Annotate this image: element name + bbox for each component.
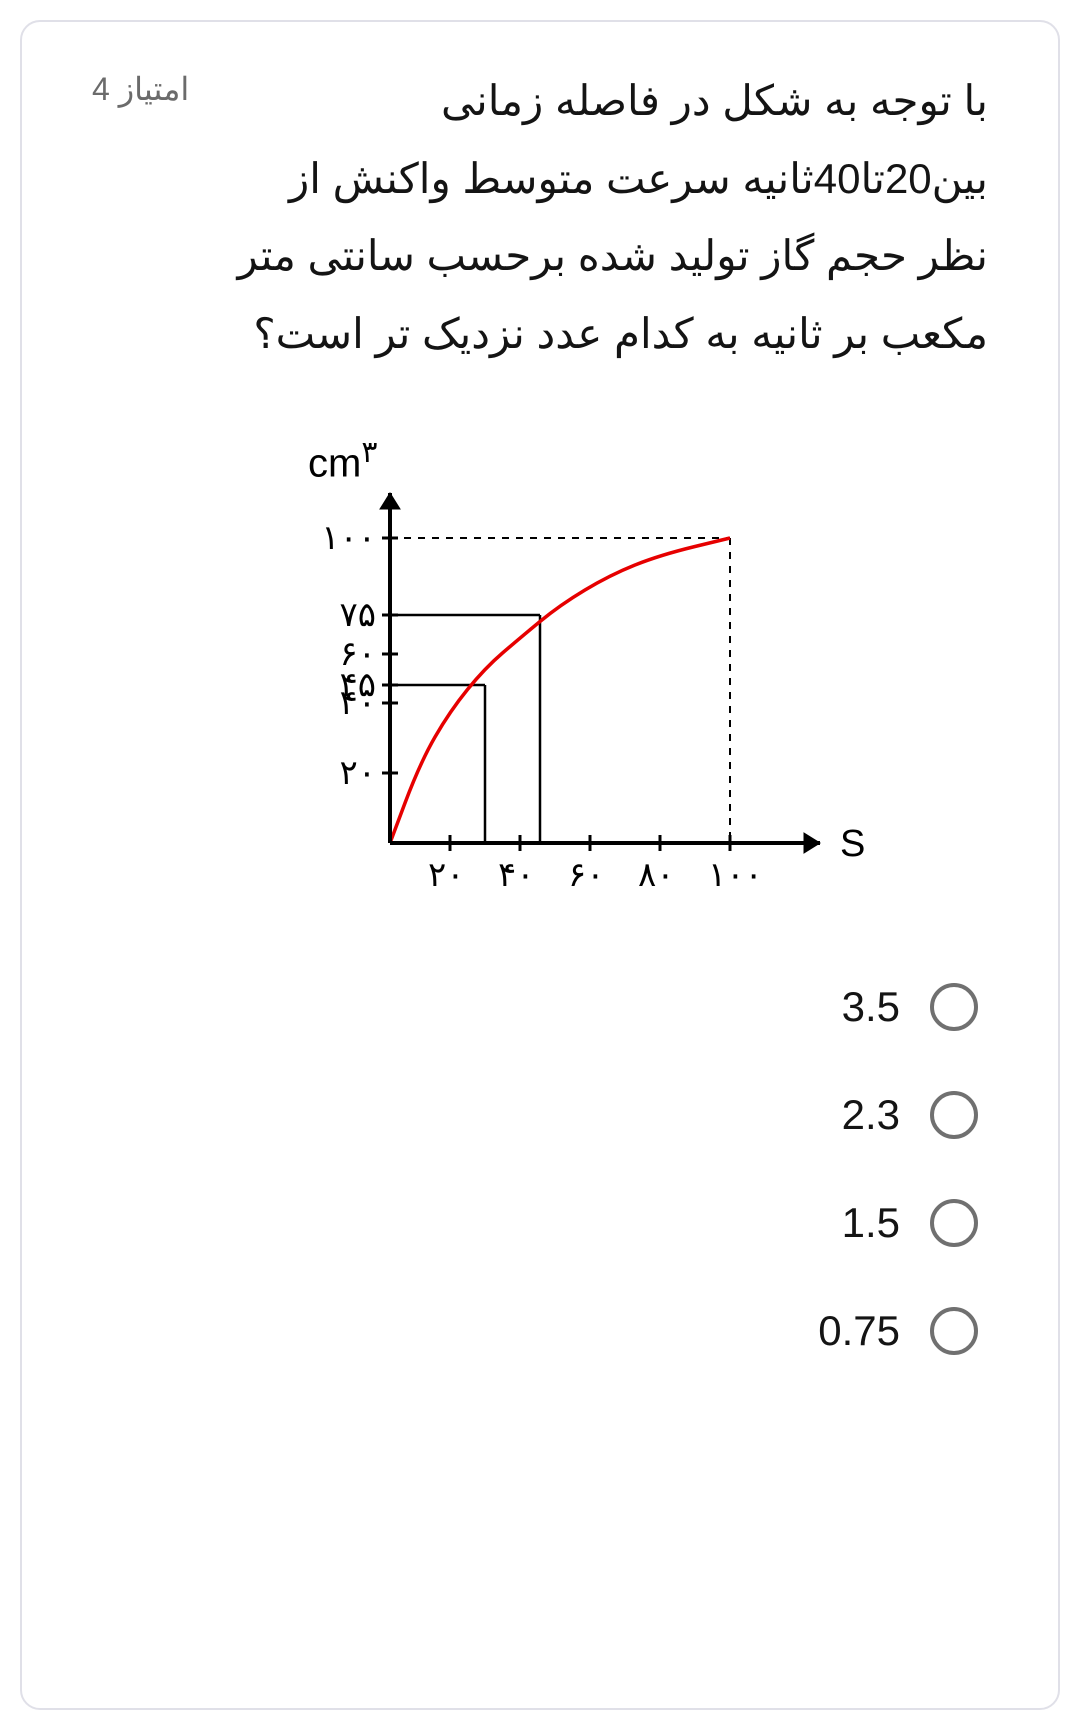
options-list: 3.5 2.3 1.5 0.75 <box>92 983 988 1355</box>
x-axis-unit: S <box>840 823 865 866</box>
radio-icon[interactable] <box>930 983 978 1031</box>
option-3.5[interactable]: 3.5 <box>842 983 978 1031</box>
x-tick-label: ۱۰۰ <box>708 855 763 895</box>
chart-container: cm۳S۲۰۴۰۴۵۶۰۷۵۱۰۰۲۰۴۰۶۰۸۰۱۰۰ <box>92 443 988 903</box>
question-text: با توجه به شکل در فاصله زمانی بین20تا40ث… <box>219 62 988 373</box>
option-label: 3.5 <box>842 983 900 1031</box>
y-tick-label: ۱۰۰ <box>321 518 376 558</box>
question-card: 4 امتیاز با توجه به شکل در فاصله زمانی ب… <box>20 20 1060 1710</box>
x-tick-label: ۴۰ <box>498 855 535 895</box>
radio-icon[interactable] <box>930 1199 978 1247</box>
radio-icon[interactable] <box>930 1307 978 1355</box>
option-1.5[interactable]: 1.5 <box>842 1199 978 1247</box>
option-0.75[interactable]: 0.75 <box>818 1307 978 1355</box>
x-tick-label: ۶۰ <box>568 855 605 895</box>
y-tick-label: ۲۰ <box>339 753 376 793</box>
y-tick-label: ۶۰ <box>339 634 376 674</box>
question-header: 4 امتیاز با توجه به شکل در فاصله زمانی ب… <box>92 62 988 373</box>
chart-svg <box>220 443 860 903</box>
option-label: 2.3 <box>842 1091 900 1139</box>
y-axis-unit: cm۳ <box>308 435 377 486</box>
option-label: 1.5 <box>842 1199 900 1247</box>
option-2.3[interactable]: 2.3 <box>842 1091 978 1139</box>
points-label: 4 امتیاز <box>92 62 189 108</box>
option-label: 0.75 <box>818 1307 900 1355</box>
y-tick-label: ۷۵ <box>339 595 376 635</box>
x-tick-label: ۲۰ <box>428 855 465 895</box>
chart: cm۳S۲۰۴۰۴۵۶۰۷۵۱۰۰۲۰۴۰۶۰۸۰۱۰۰ <box>220 443 860 903</box>
x-tick-label: ۸۰ <box>638 855 675 895</box>
radio-icon[interactable] <box>930 1091 978 1139</box>
